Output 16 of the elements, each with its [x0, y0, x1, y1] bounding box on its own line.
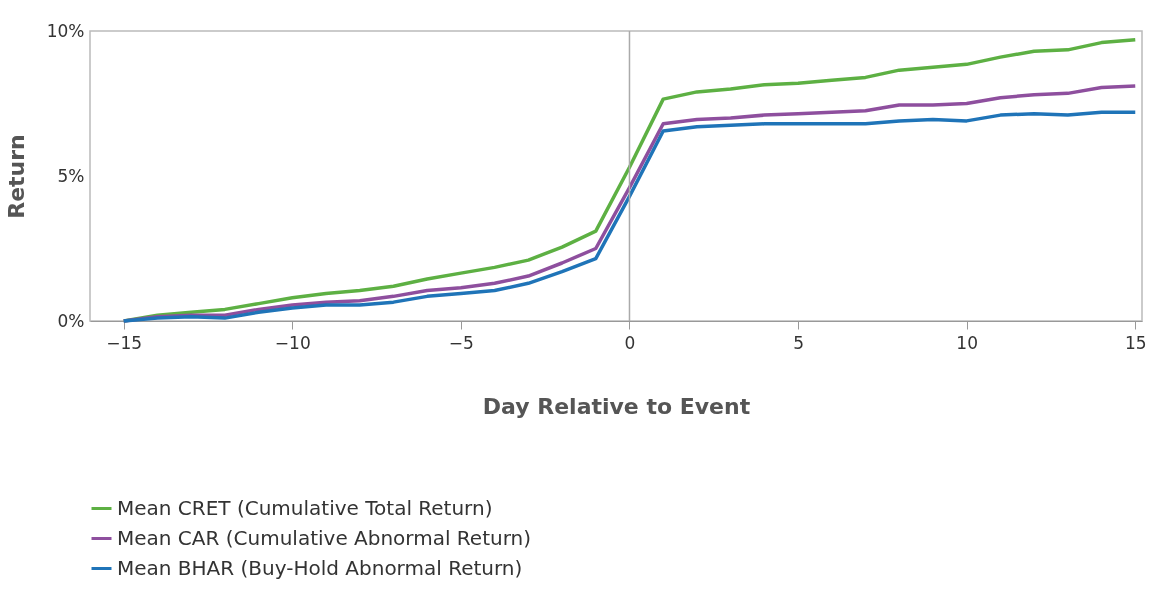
y-axis-title: Return	[3, 134, 29, 219]
x-tick-label: −10	[274, 332, 311, 353]
x-tick-label: 10	[956, 332, 978, 353]
y-tick-label: 5%	[57, 165, 85, 186]
x-axis-title: Day Relative to Event	[482, 393, 751, 419]
legend-label: Mean BHAR (Buy-Hold Abnormal Return)	[117, 555, 523, 580]
line-series	[121, 37, 1138, 323]
x-tick-label: 15	[1124, 332, 1147, 353]
x-tick-label: −5	[448, 332, 474, 353]
x-tick-label: −15	[106, 332, 143, 353]
legend-label: Mean CAR (Cumulative Abnormal Return)	[117, 525, 532, 550]
x-tick-label: 5	[793, 332, 804, 353]
legend-label: Mean CRET (Cumulative Total Return)	[117, 495, 493, 520]
y-tick-label: 0%	[57, 310, 85, 331]
x-tick-label: 0	[624, 332, 636, 353]
y-tick-label: 10%	[46, 20, 85, 41]
